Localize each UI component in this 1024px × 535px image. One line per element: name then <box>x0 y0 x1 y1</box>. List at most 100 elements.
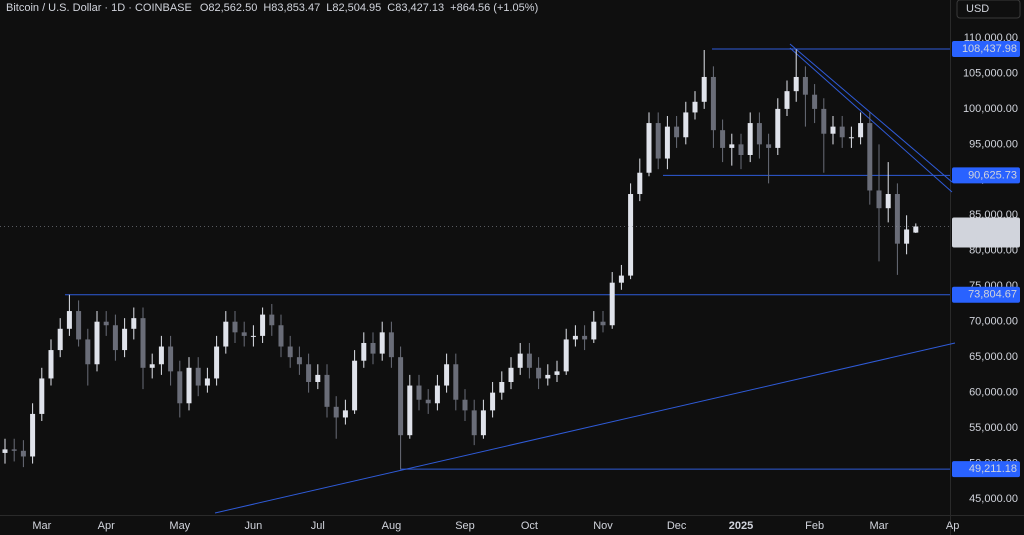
candle-body <box>876 190 882 209</box>
candle-body <box>720 130 726 148</box>
last-price-box <box>952 217 1020 248</box>
candle-body <box>821 108 827 134</box>
x-tick-label: Feb <box>805 520 824 532</box>
ohlc-key: H <box>263 2 271 14</box>
y-tick-label: 80,000.00 <box>969 245 1018 257</box>
candle-body <box>766 144 772 148</box>
candle-body <box>508 367 514 382</box>
candle-body <box>158 346 164 365</box>
candle-body <box>85 339 91 365</box>
level-label-box <box>952 286 1020 303</box>
x-tick-label: Dec <box>667 520 687 532</box>
candle-body <box>66 311 72 329</box>
candle-body <box>94 321 100 365</box>
candle-body <box>609 282 615 326</box>
y-tick-label: 65,000.00 <box>969 351 1018 363</box>
y-tick-label: 45,000.00 <box>969 493 1018 505</box>
candle-body <box>793 76 799 92</box>
change: +864.56 (+1.05%) <box>450 2 538 14</box>
x-tick-label: Ap <box>946 520 959 532</box>
x-tick-label: Oct <box>521 520 538 532</box>
candle-body <box>315 374 321 382</box>
candle-body <box>177 371 183 404</box>
candle-body <box>775 108 781 148</box>
level-label: 73,804.67 <box>968 289 1017 301</box>
candle-body <box>131 318 137 329</box>
candle-body <box>710 76 716 131</box>
candle-body <box>692 101 698 113</box>
candle-body <box>204 378 210 386</box>
candle-body <box>453 364 459 400</box>
plot <box>2 43 956 514</box>
ohlc-key: L <box>326 2 332 14</box>
x-tick-label: May <box>169 520 190 532</box>
candle-body <box>738 144 744 155</box>
y-tick-label: 95,000.00 <box>969 138 1018 150</box>
candle-body <box>223 321 229 347</box>
candle-body <box>756 123 762 145</box>
candle-body <box>628 194 634 276</box>
candle-body <box>655 123 661 159</box>
x-tick-label: Jul <box>311 520 325 532</box>
candle-body <box>572 335 578 340</box>
candle-body <box>333 406 339 418</box>
candle-body <box>232 321 238 333</box>
candle-body <box>30 413 36 457</box>
candle-body <box>490 392 496 411</box>
candle-body <box>913 226 919 233</box>
candle-body <box>269 314 275 326</box>
candle-body <box>48 350 54 379</box>
candle-body <box>480 410 486 436</box>
candle-body <box>554 371 560 375</box>
trendline <box>214 342 956 514</box>
candle-body <box>149 364 155 368</box>
candle-body <box>664 126 670 159</box>
level-label: 49,211.18 <box>969 463 1017 475</box>
candle-body <box>683 112 689 138</box>
candle-body <box>591 321 597 340</box>
candle-body <box>398 357 404 436</box>
x-tick-label: Nov <box>593 520 613 532</box>
candle-body <box>425 399 431 404</box>
x-tick-label: Sep <box>455 520 475 532</box>
candle-body <box>241 332 247 336</box>
last-price-label: 83,427.13 <box>968 219 1017 231</box>
candle-body <box>76 311 82 340</box>
candle-body <box>701 76 707 102</box>
ohlc-key: C <box>387 2 395 14</box>
level-label-box <box>952 461 1020 478</box>
candle-body <box>140 318 146 368</box>
candle-body <box>867 123 873 191</box>
candle-body <box>600 321 606 326</box>
candle-body <box>830 126 836 134</box>
candle-body <box>11 449 17 451</box>
candle-body <box>416 385 422 400</box>
candle-body <box>812 94 818 109</box>
candle-body <box>517 353 523 368</box>
candle-body <box>499 381 505 393</box>
candle-body <box>848 137 854 139</box>
currency[interactable]: USD <box>966 3 989 15</box>
y-tick-label: 55,000.00 <box>969 422 1018 434</box>
trendline <box>789 47 953 193</box>
y-tick-label: 100,000.00 <box>963 103 1018 115</box>
candle-body <box>342 410 348 418</box>
ohlc-value: 83,853.47 <box>271 2 320 14</box>
candle-body <box>324 374 330 407</box>
candle-body <box>306 364 312 382</box>
x-tick-label: 2025 <box>729 520 753 532</box>
candle-body <box>195 367 201 386</box>
candle-body <box>444 364 450 386</box>
countdown: 15:50:33 <box>974 233 1017 245</box>
currency-button[interactable] <box>956 0 1021 19</box>
candle-body <box>186 367 192 404</box>
level-label: 108,437.98 <box>962 43 1017 55</box>
y-tick-label: 110,000.00 <box>964 32 1018 44</box>
candle-body <box>278 325 284 347</box>
candle-body <box>57 328 63 351</box>
candle-body <box>471 410 477 436</box>
x-tick-label: Aug <box>382 520 402 532</box>
ohlc-value: 82,504.95 <box>332 2 381 14</box>
